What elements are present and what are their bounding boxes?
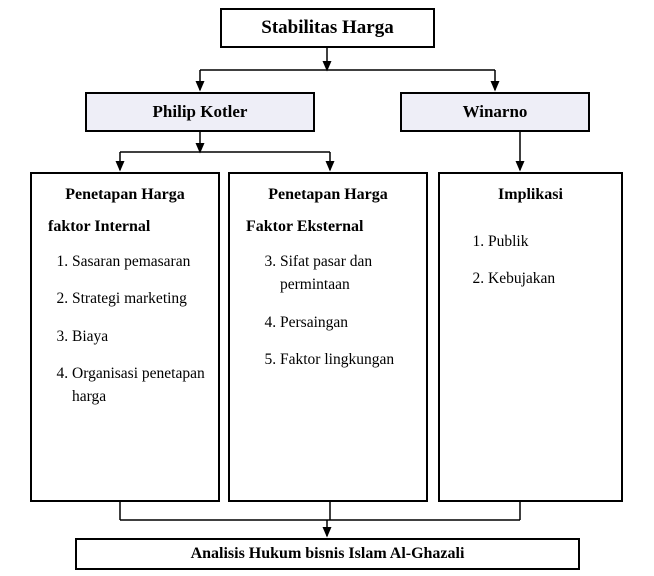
panel-internal-list: Sasaran pemasaran Strategi marketing Bia… (42, 250, 208, 408)
list-item: Faktor lingkungan (280, 348, 416, 371)
list-item: Persaingan (280, 311, 416, 334)
panel-external: Penetapan Harga Faktor Eksternal Sifat p… (228, 172, 428, 502)
panel-internal-heading: Penetapan Harga (42, 186, 208, 204)
title-box: Stabilitas Harga (220, 8, 435, 48)
panel-implikasi-list: Publik Kebujakan (450, 230, 611, 291)
list-item: Sasaran pemasaran (72, 250, 208, 273)
list-item: Strategi marketing (72, 287, 208, 310)
winarno-label: Winarno (463, 102, 528, 122)
list-item: Sifat pasar dan permintaan (280, 250, 416, 297)
panel-implikasi: Implikasi Publik Kebujakan (438, 172, 623, 502)
panel-internal: Penetapan Harga faktor Internal Sasaran … (30, 172, 220, 502)
list-item: Kebujakan (488, 267, 611, 290)
panel-external-list: Sifat pasar dan permintaan Persaingan Fa… (240, 250, 416, 371)
panel-implikasi-heading: Implikasi (450, 186, 611, 204)
list-item: Organisasi penetapan harga (72, 362, 208, 409)
panel-internal-subheading: faktor Internal (42, 218, 208, 236)
panel-external-subheading: Faktor Eksternal (240, 218, 416, 236)
title-text: Stabilitas Harga (261, 17, 393, 39)
list-item: Publik (488, 230, 611, 253)
winarno-box: Winarno (400, 92, 590, 132)
kotler-box: Philip Kotler (85, 92, 315, 132)
bottom-box: Analisis Hukum bisnis Islam Al-Ghazali (75, 538, 580, 570)
kotler-label: Philip Kotler (153, 102, 248, 122)
panel-external-heading: Penetapan Harga (240, 186, 416, 204)
list-item: Biaya (72, 325, 208, 348)
bottom-text: Analisis Hukum bisnis Islam Al-Ghazali (191, 545, 465, 563)
